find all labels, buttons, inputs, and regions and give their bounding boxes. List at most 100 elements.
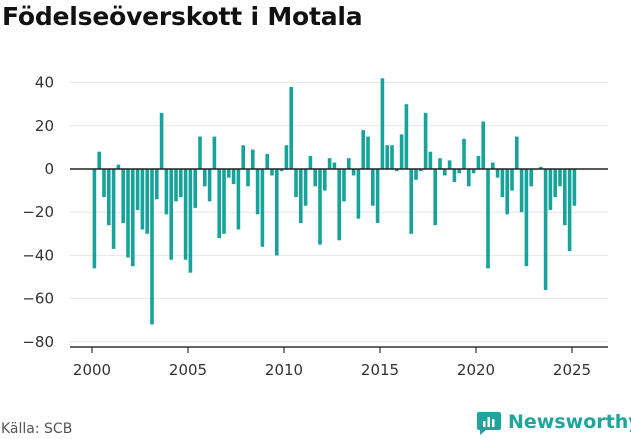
x-tick-label: 2025: [553, 361, 591, 379]
bar: [337, 169, 341, 241]
bar: [356, 169, 361, 219]
bar: [183, 169, 188, 260]
bar: [236, 169, 241, 230]
bar: [399, 134, 404, 169]
bar: [279, 169, 284, 172]
brand-name: Newsworthy: [508, 411, 631, 433]
bar: [515, 136, 519, 169]
bar: [548, 169, 553, 211]
bar: [294, 169, 298, 198]
bar: [246, 169, 250, 187]
y-tick-label: −60: [22, 290, 54, 308]
bar: [553, 169, 557, 198]
bar: [563, 169, 567, 226]
bar: [203, 169, 207, 187]
bar: [265, 153, 269, 169]
bar: [539, 166, 543, 169]
bar: [519, 169, 524, 213]
bar: [347, 158, 351, 169]
bar: [524, 169, 529, 267]
bar: [452, 169, 457, 182]
bar: [111, 169, 116, 249]
x-tick-labels: 2000 2005 2010 2015 2020 2025: [73, 361, 591, 379]
bar: [543, 169, 548, 290]
bar: [251, 149, 255, 169]
bar: [212, 136, 217, 169]
x-tick-label: 2010: [265, 361, 303, 379]
bar: [97, 151, 101, 169]
bar: [145, 169, 149, 234]
bar: [126, 169, 130, 258]
bar: [255, 169, 260, 215]
bar: [351, 169, 356, 176]
bar: [116, 164, 121, 169]
bar: [395, 169, 399, 172]
x-tick-label: 2020: [457, 361, 495, 379]
bar: [505, 169, 509, 215]
bar: [327, 158, 332, 169]
bar: [510, 169, 514, 191]
bar: [107, 169, 111, 226]
y-tick-labels: 40 20 0 −20 −40 −60 −80: [22, 74, 54, 351]
bar: [404, 104, 409, 169]
bar: [438, 158, 442, 169]
x-tick-label: 2015: [361, 361, 399, 379]
bar: [241, 145, 245, 169]
bar: [390, 145, 394, 169]
y-tick-label: −80: [22, 333, 54, 351]
bar: [131, 169, 135, 267]
brand-logo[interactable]: Newsworthy: [476, 409, 631, 435]
bar: [500, 169, 505, 198]
bar: [174, 169, 178, 202]
bar: [155, 169, 159, 200]
bar: [222, 169, 226, 234]
bar: [318, 169, 322, 245]
bar: [423, 112, 428, 169]
newsworthy-logo-icon: [477, 412, 501, 435]
bar: [308, 156, 313, 169]
bar: [164, 169, 169, 215]
bar: [217, 169, 221, 239]
bars: [92, 78, 577, 325]
bar: [303, 169, 308, 206]
bar: [486, 169, 490, 269]
bar: [433, 169, 437, 226]
x-tick-label: 2005: [169, 361, 207, 379]
bar: [299, 169, 303, 223]
bar: [289, 86, 293, 169]
bar: [227, 169, 231, 178]
bar: [471, 169, 476, 174]
bar: [150, 169, 154, 325]
bar: [102, 169, 106, 198]
bar: [169, 169, 173, 260]
bar: [529, 169, 533, 187]
bar: [260, 169, 265, 247]
bar: [491, 162, 495, 169]
y-tick-label: 0: [44, 160, 54, 178]
bar: [159, 112, 164, 169]
bar: [495, 169, 500, 178]
bar: [572, 169, 577, 206]
bar: [323, 169, 327, 191]
bar: [467, 169, 471, 187]
bar: [380, 78, 385, 169]
bar: [193, 169, 197, 208]
bar: [332, 162, 337, 169]
bar: [414, 169, 418, 180]
bar: [457, 169, 461, 174]
bar: [428, 151, 433, 169]
bar: [567, 169, 572, 252]
bar: [179, 169, 183, 198]
bar: [447, 160, 452, 169]
bar: [231, 169, 236, 185]
bar: [361, 130, 365, 169]
bar: [275, 169, 279, 256]
bar: [462, 138, 466, 169]
chart-title: Födelseöverskott i Motala: [2, 2, 363, 31]
bar: [385, 145, 389, 169]
x-tick-label: 2000: [73, 361, 111, 379]
y-tick-label: 20: [35, 117, 54, 135]
bar: [366, 136, 370, 169]
bar: [198, 136, 202, 169]
